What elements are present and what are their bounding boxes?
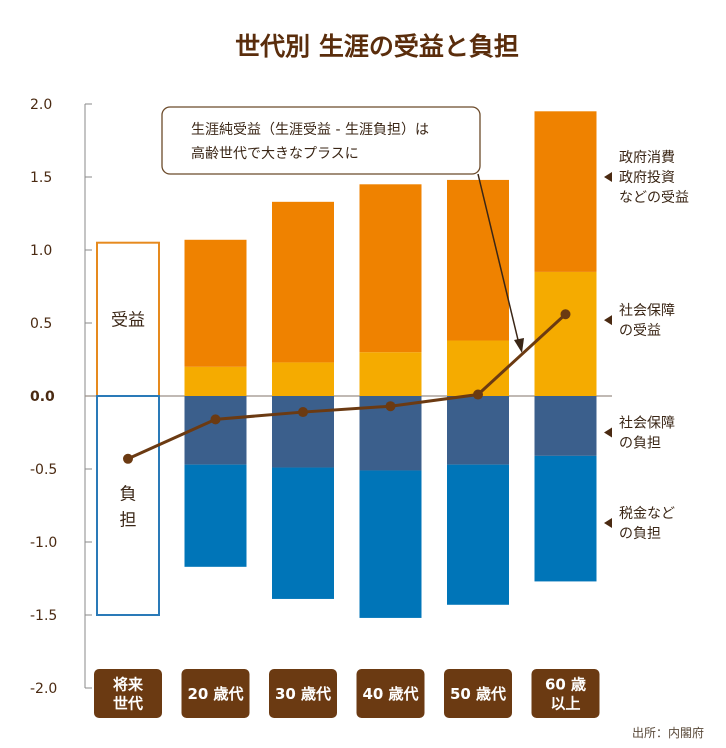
category-label: 20 歳代 [187,685,243,703]
future-burden-label: 負 [120,485,137,505]
bar-social-security-benefit [447,340,509,396]
bar-tax-burden [184,464,247,567]
bar-government-spending-benefit [272,201,334,363]
bar-social-security-benefit [359,352,422,396]
category-box [444,669,512,718]
bar-government-spending-benefit [534,111,597,272]
category-label: 以上 [550,695,580,713]
y-tick-label: 2.0 [30,97,52,113]
net-benefit-point [385,401,396,412]
future-benefit-label: 受益 [111,310,145,330]
category-label: 世代 [113,695,143,713]
legend-label: の負担 [619,436,661,452]
category-label: 50 歳代 [450,685,506,703]
net-benefit-line-layer [123,309,571,464]
legend-label: 政府投資 [619,170,675,186]
future-burden-box [96,395,160,616]
bar-social-security-benefit [184,366,247,396]
bar-government-spending-benefit [447,179,509,341]
category-label: 40 歳代 [362,685,418,703]
legend-arrow [604,172,612,182]
category-box [181,669,250,718]
category-box [531,669,600,718]
category-label: 将来 [113,676,144,694]
chart-title: 世代別 生涯の受益と負担 [235,32,519,61]
annotation-text: 高齢世代で大きなプラスに [191,145,359,162]
axis-layer: 2.0 1.5 1.0 0.5 0.0 -0.5 -1.0 -1.5 -2.0 [30,97,612,697]
bar-tax-burden [534,455,597,582]
legend-label: 社会保障 [619,303,675,319]
legend-arrow [604,427,612,438]
net-benefit-point [123,453,133,464]
net-benefit-point [473,389,483,400]
y-tick-label: 1.5 [30,170,52,186]
bar-social-security-burden [534,396,597,456]
net-benefit-point [210,414,221,425]
bar-social-security-burden [272,396,334,468]
bar-social-security-burden [447,396,509,465]
y-tick-label: 0.0 [30,389,55,405]
net-benefit-line [127,313,567,461]
annotation-box [161,106,481,175]
legend-arrow [604,315,612,326]
category-label: 30 歳代 [275,685,331,703]
bar-tax-burden [447,464,509,605]
y-tick-label: -1.5 [30,608,57,624]
legend-label: 政府消費 [619,150,675,166]
legend-label: などの受益 [619,190,689,206]
legend-label: の受益 [619,323,661,339]
bar-social-security-benefit [272,362,334,396]
bar-government-spending-benefit [359,184,422,353]
legend-label: 税金など [619,506,675,522]
legend-arrow [604,518,612,529]
annotation-pointer-head [514,338,524,353]
net-benefit-point [560,309,571,320]
category-box [356,669,425,718]
category-box [94,669,162,718]
source-note: 出所：内閣府 [632,725,704,740]
bar-tax-burden [359,470,422,618]
category-label: 60 歳 [545,676,586,694]
y-tick-label: 0.5 [30,316,52,332]
future-burden-label: 担 [120,511,137,531]
bar-government-spending-benefit [184,239,247,367]
net-benefit-point [298,407,308,418]
y-tick-label: 1.0 [30,243,52,259]
y-tick-label: -0.5 [30,462,57,478]
annotation-pointer [477,173,520,345]
y-tick-label: -2.0 [30,681,57,697]
legend-label: 社会保障 [619,416,675,432]
category-box [269,669,337,718]
annotation-text: 生涯純受益（生涯受益 - 生涯負担）は [191,122,429,138]
legend-label: の負担 [619,526,661,542]
bar-tax-burden [272,467,334,599]
y-tick-label: -1.0 [30,535,57,551]
